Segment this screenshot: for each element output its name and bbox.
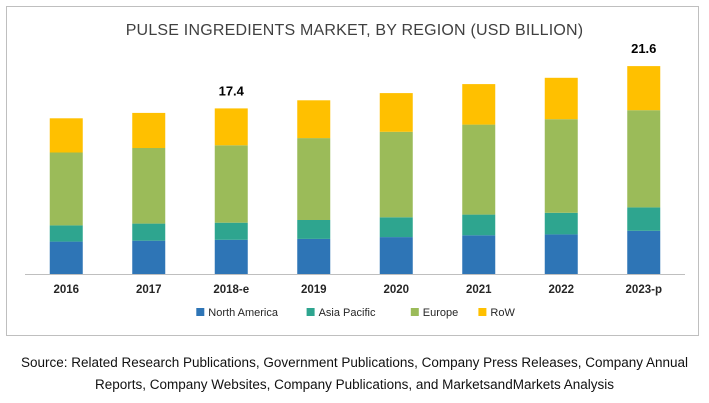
x-tick-label: 2023-p [626, 284, 662, 296]
bar-segment-europe-2023-p [627, 110, 661, 208]
bar-segment-row-2019 [297, 100, 331, 139]
bar-segment-north-america-2023-p [627, 230, 661, 274]
bar-segment-north-america-2016 [49, 241, 83, 274]
bar-segment-north-america-2020 [379, 237, 413, 274]
bar-segment-north-america-2022 [544, 234, 578, 274]
bar-segment-europe-2016 [49, 152, 83, 226]
chart-title: PULSE INGREDIENTS MARKET, BY REGION (USD… [125, 22, 584, 39]
bar-segment-asia-pacific-2020 [379, 217, 413, 238]
x-tick-label: 2021 [466, 284, 492, 296]
bar-segment-row-2016 [49, 118, 83, 153]
bar-segment-asia-pacific-2019 [297, 220, 331, 239]
bar-segment-row-2022 [544, 77, 578, 120]
x-tick-label: 2019 [301, 284, 327, 296]
legend-label-europe: Europe [423, 307, 458, 319]
chart-frame [6, 6, 699, 336]
legend-label-asia-pacific: Asia Pacific [319, 307, 376, 319]
legend-swatch-north-america [196, 308, 205, 316]
x-tick-label: 2022 [548, 284, 574, 296]
bar-segment-north-america-2017 [132, 240, 166, 274]
source-note: Source: Related Research Publications, G… [20, 355, 689, 392]
bar-segment-row-2017 [132, 112, 166, 148]
bar-segment-europe-2022 [544, 119, 578, 213]
legend-swatch-asia-pacific [306, 308, 315, 316]
x-tick-label: 2017 [136, 284, 162, 296]
bar-segment-row-2018-e [214, 108, 248, 146]
bar-segment-row-2021 [462, 84, 496, 125]
bar-segment-asia-pacific-2018-e [214, 222, 248, 240]
legend-swatch-row [478, 308, 487, 316]
bar-segment-asia-pacific-2023-p [627, 207, 661, 231]
bar-segment-north-america-2019 [297, 238, 331, 274]
bar-segment-asia-pacific-2016 [49, 225, 83, 242]
bar-segment-row-2020 [379, 93, 413, 132]
bar-segment-asia-pacific-2022 [544, 212, 578, 235]
bar-segment-europe-2019 [297, 138, 331, 220]
x-tick-label: 2016 [53, 284, 79, 296]
bar-segment-row-2023-p [627, 66, 661, 111]
legend-label-row: RoW [490, 307, 515, 319]
legend-label-north-america: North America [208, 307, 279, 319]
x-tick-label: 2018-e [213, 284, 249, 296]
bar-segment-europe-2018-e [214, 145, 248, 223]
data-label-2023-p: 21.6 [631, 41, 656, 56]
bar-segment-europe-2017 [132, 148, 166, 224]
bar-segment-north-america-2021 [462, 235, 496, 274]
legend-swatch-europe [410, 308, 419, 316]
bar-segment-europe-2021 [462, 124, 496, 215]
bar-segment-asia-pacific-2017 [132, 223, 166, 241]
x-tick-label: 2020 [383, 284, 409, 296]
bar-segment-europe-2020 [379, 131, 413, 218]
stacked-bar-chart: 2016 2017 2018-e 17.4 2019 2020 2021 2022 2023-p… [25, 41, 685, 319]
bar-segment-north-america-2018-e [214, 239, 248, 274]
data-label-2018-e: 17.4 [219, 83, 245, 98]
bar-segment-asia-pacific-2021 [462, 214, 496, 236]
